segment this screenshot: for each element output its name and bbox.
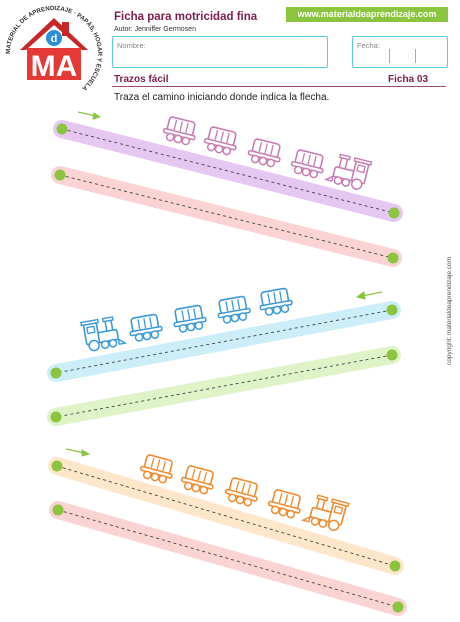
name-field[interactable]: Nombre: [112, 36, 328, 68]
header-divider [112, 86, 446, 87]
date-label: Fecha: [357, 41, 380, 50]
start-dot [386, 304, 398, 316]
tracing-path-3[interactable] [47, 301, 401, 382]
start-arrow-icon [65, 448, 91, 457]
tracing-path-6[interactable] [49, 501, 407, 616]
date-separator [415, 49, 416, 63]
website-badge[interactable]: www.materialdeaprendizaje.com [286, 7, 448, 22]
tracing-path-1[interactable] [53, 120, 403, 222]
tracing-path-5[interactable] [48, 457, 404, 575]
tracing-path-4[interactable] [47, 346, 401, 426]
house-roof-icon [20, 18, 88, 50]
name-label: Nombre: [117, 41, 146, 50]
date-field[interactable]: Fecha: [352, 36, 448, 68]
end-dot [392, 601, 404, 613]
logo-block [27, 48, 81, 80]
logo: MATERIAL DE APRENDIZAJE · PAPÁS, HOGAR Y… [3, 3, 105, 105]
start-dot [54, 169, 66, 181]
start-arrow-icon [355, 291, 383, 300]
start-dot [56, 123, 68, 135]
tracing-path-2[interactable] [51, 166, 402, 267]
instructions: Traza el camino iniciando donde indica l… [114, 92, 330, 103]
end-dot [50, 411, 62, 423]
logo-letters: MA [31, 50, 78, 83]
start-dot [52, 504, 64, 516]
start-dot [51, 460, 63, 472]
end-dot [388, 207, 400, 219]
logo-small-circle [46, 30, 62, 46]
start-arrow-icon [77, 111, 102, 120]
end-dot [387, 252, 399, 264]
date-separator [389, 49, 390, 63]
worksheet-title: Ficha para motricidad fina [114, 11, 258, 23]
copyright-text: copyright: materialdeaprendizaje.com [446, 257, 453, 365]
logo-small-letter: d [51, 33, 58, 45]
author-line: Autor: Jenniffer Germosen [114, 26, 196, 33]
copyright-vertical: copyright: materialdeaprendizaje.com [446, 257, 453, 365]
sheet-number: Ficha 03 [388, 74, 429, 85]
worksheet-subtitle: Trazos fácil [114, 74, 169, 85]
start-dot [386, 349, 398, 361]
end-dot [50, 367, 62, 379]
end-dot [389, 560, 401, 572]
